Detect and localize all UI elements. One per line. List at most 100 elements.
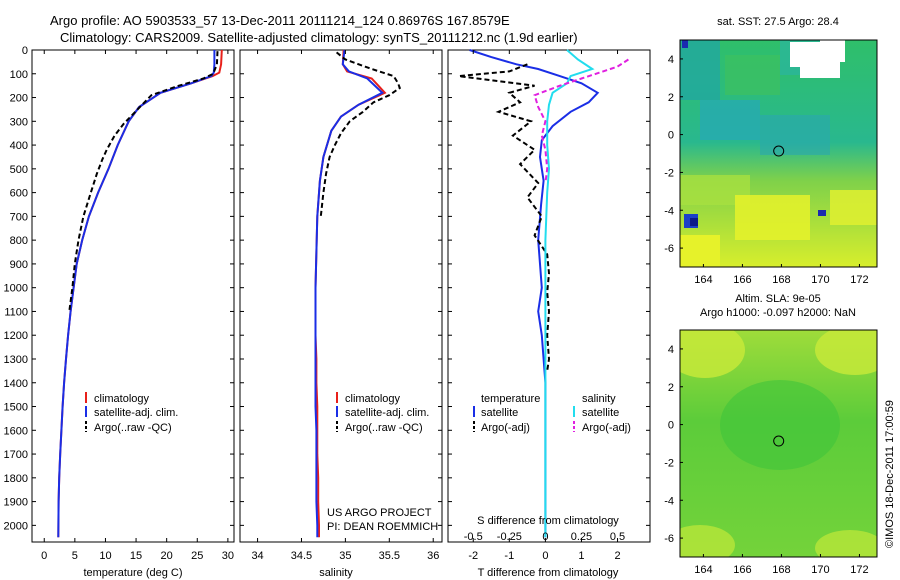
sla-argo-marker: [773, 435, 785, 447]
title-line-2: Climatology: CARS2009. Satellite-adjuste…: [60, 30, 578, 45]
x-tick-label: 34.5: [291, 550, 312, 562]
map-x-tick-label: 170: [811, 274, 829, 286]
map-x-tick-label: 172: [850, 274, 868, 286]
series-satellite-adj-clim: [57, 50, 216, 538]
series-argo-raw-qc: [68, 51, 219, 312]
difference-top-label: S difference from climatology: [477, 515, 619, 527]
depth-tick-label: 1500: [4, 402, 28, 414]
map-y-tick-label: -6: [664, 243, 674, 255]
x-tick-label: 20: [161, 550, 173, 562]
map-x-tick-label: 172: [850, 564, 868, 576]
depth-tick-label: 1700: [4, 449, 28, 461]
legend-s-satellite: satellite: [582, 407, 619, 419]
top-tick-label: -0.5: [464, 531, 483, 543]
legend-argo: Argo(..raw -QC): [345, 422, 423, 434]
depth-tick-label: 900: [10, 259, 28, 271]
depth-tick-label: 1400: [4, 378, 28, 390]
top-tick-label: 0.5: [610, 531, 625, 543]
depth-tick-label: 2000: [4, 520, 28, 532]
legend-satellite: satellite-adj. clim.: [94, 407, 178, 419]
pi-annotation: PI: DEAN ROEMMICH: [327, 521, 438, 533]
x-tick-label: 35: [339, 550, 351, 562]
sst-map-axes: 164 166 168 170 172 4 2 0 -2 -4 -6: [664, 54, 868, 286]
series-t-satellite: [469, 49, 600, 538]
top-tick-label: 0: [542, 531, 548, 543]
x-tick-label: 0: [542, 550, 548, 562]
series-t-argo-adj: [458, 63, 551, 372]
temperature-frame: [31, 49, 235, 543]
depth-tick-label: 1600: [4, 425, 28, 437]
depth-tick-label: 600: [10, 188, 28, 200]
x-tick-label: 30: [222, 550, 234, 562]
sla-map-field: [680, 330, 877, 557]
x-tick-label: 1: [578, 550, 584, 562]
sla-map-axes: 164 166 168 170 172 4 2 0 -2 -4 -6: [664, 344, 868, 576]
map-x-tick-label: 168: [772, 564, 790, 576]
sla-map-title-2: Argo h1000: -0.097 h2000: NaN: [700, 307, 856, 319]
depth-axis: 0 100 200 300 400 500 600 700 800 900 1000 1100 1200…: [4, 45, 650, 532]
depth-tick-label: 200: [10, 93, 28, 105]
map-y-tick-label: 0: [668, 130, 674, 142]
series-climatology: [314, 49, 387, 538]
map-y-tick-label: -4: [664, 495, 674, 507]
x-tick-label: 0: [41, 550, 47, 562]
series-argo-raw-qc: [319, 51, 402, 217]
footer-stamp: ©IMOS 18-Dec-2011 17:00:59: [884, 400, 896, 548]
map-y-tick-label: -2: [664, 457, 674, 469]
depth-tick-label: 1800: [4, 473, 28, 485]
difference-legend: temperature satellite Argo(-adj) salinit…: [473, 393, 631, 434]
legend-t-satellite: satellite: [481, 407, 518, 419]
map-y-tick-label: 4: [668, 54, 674, 66]
difference-frame: [447, 49, 651, 543]
salinity-legend: climatology satellite-adj. clim. Argo(..…: [336, 392, 429, 434]
depth-tick-label: 500: [10, 164, 28, 176]
depth-tick-label: 100: [10, 69, 28, 81]
salinity-frame: [239, 49, 443, 543]
temperature-legend: climatology satellite-adj. clim. Argo(..…: [85, 392, 178, 434]
x-tick-label: 15: [130, 550, 142, 562]
legend-climatology: climatology: [345, 393, 401, 405]
temperature-series: [57, 49, 223, 538]
map-x-tick-label: 170: [811, 564, 829, 576]
series-satellite-adj-clim: [314, 49, 385, 538]
depth-tick-label: 1000: [4, 283, 28, 295]
sst-map: sat. SST: 27.5 Argo: 28.4 164 166 168 170 17…: [664, 16, 878, 286]
x-tick-label: 5: [72, 550, 78, 562]
top-tick-label: 0.25: [571, 531, 592, 543]
series-climatology: [57, 49, 223, 538]
depth-tick-label: 700: [10, 211, 28, 223]
sst-map-field: [680, 40, 877, 267]
salinity-panel: 34 34.5 35 35.5 36 salinity climatology sate…: [239, 49, 443, 579]
x-tick-label: 34: [251, 550, 263, 562]
legend-climatology: climatology: [94, 393, 150, 405]
depth-tick-label: 1900: [4, 497, 28, 509]
x-tick-label: 35.5: [379, 550, 400, 562]
map-y-tick-label: -2: [664, 167, 674, 179]
depth-tick-label: 1300: [4, 354, 28, 366]
top-tick-label: -0.25: [497, 531, 522, 543]
title-line-1: Argo profile: AO 5903533_57 13-Dec-2011 …: [50, 13, 510, 28]
series-s-satellite: [544, 49, 595, 538]
sst-argo-marker: [773, 145, 785, 157]
difference-xlabel: T difference from climatology: [478, 567, 619, 579]
map-x-tick-label: 164: [694, 564, 712, 576]
x-tick-label: 25: [191, 550, 203, 562]
map-y-tick-label: 2: [668, 92, 674, 104]
salinity-series: [314, 49, 402, 538]
map-y-tick-label: 2: [668, 382, 674, 394]
x-tick-label: 36: [427, 550, 439, 562]
map-x-tick-label: 164: [694, 274, 712, 286]
map-y-tick-label: -6: [664, 533, 674, 545]
temperature-xlabel: temperature (deg C): [83, 567, 182, 579]
sst-map-title: sat. SST: 27.5 Argo: 28.4: [717, 16, 839, 28]
difference-panel: -2 -1 0 1 2 -0.5 -0.25 0 0.25 0.5 S difference f…: [447, 49, 651, 579]
legend-satellite: satellite-adj. clim.: [345, 407, 429, 419]
series-s-argo-adj: [533, 58, 629, 184]
map-y-tick-label: -4: [664, 205, 674, 217]
depth-tick-label: 400: [10, 140, 28, 152]
salinity-x-ticks: 34 34.5 35 35.5 36: [251, 50, 439, 562]
legend-temperature-heading: temperature: [481, 393, 540, 405]
legend-t-argo: Argo(-adj): [481, 422, 530, 434]
map-x-tick-label: 168: [772, 274, 790, 286]
